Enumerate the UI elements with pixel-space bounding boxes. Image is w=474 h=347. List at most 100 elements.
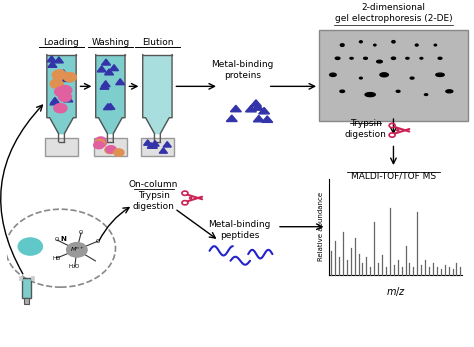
Text: Elution: Elution xyxy=(142,38,173,47)
Polygon shape xyxy=(99,118,122,134)
Polygon shape xyxy=(163,142,171,147)
Circle shape xyxy=(52,70,65,79)
Ellipse shape xyxy=(396,90,400,92)
Ellipse shape xyxy=(436,73,444,76)
Circle shape xyxy=(54,103,67,113)
Circle shape xyxy=(50,79,63,88)
Polygon shape xyxy=(246,105,256,112)
Polygon shape xyxy=(254,116,264,122)
Bar xyxy=(93,137,127,156)
Polygon shape xyxy=(105,69,114,75)
Text: HO: HO xyxy=(53,256,61,261)
Bar xyxy=(22,278,31,298)
Circle shape xyxy=(53,70,66,79)
Text: $M^{n+}$: $M^{n+}$ xyxy=(70,245,84,254)
Ellipse shape xyxy=(364,57,367,59)
Polygon shape xyxy=(159,148,167,153)
Ellipse shape xyxy=(374,44,376,46)
Ellipse shape xyxy=(350,58,353,59)
Circle shape xyxy=(64,73,76,82)
Polygon shape xyxy=(59,70,68,76)
Ellipse shape xyxy=(335,57,340,59)
Polygon shape xyxy=(103,104,112,110)
Polygon shape xyxy=(101,81,110,87)
Polygon shape xyxy=(50,99,59,105)
Ellipse shape xyxy=(340,90,345,92)
Ellipse shape xyxy=(415,44,418,46)
Polygon shape xyxy=(48,61,57,67)
Polygon shape xyxy=(64,96,73,102)
Text: H$_2$O: H$_2$O xyxy=(68,262,81,271)
Circle shape xyxy=(55,87,68,96)
Polygon shape xyxy=(144,140,152,145)
Polygon shape xyxy=(100,83,109,89)
Bar xyxy=(96,55,125,118)
Polygon shape xyxy=(147,143,155,148)
Text: Trypsin
digestion: Trypsin digestion xyxy=(345,119,386,139)
Text: Washing: Washing xyxy=(91,38,129,47)
Bar xyxy=(143,55,172,118)
Ellipse shape xyxy=(424,94,428,95)
Circle shape xyxy=(94,142,104,149)
Polygon shape xyxy=(50,98,59,103)
Text: MALDI-TOF/TOF MS: MALDI-TOF/TOF MS xyxy=(351,171,436,180)
Polygon shape xyxy=(250,100,261,106)
Text: N: N xyxy=(61,236,67,242)
Bar xyxy=(141,137,174,156)
Polygon shape xyxy=(97,66,106,72)
Ellipse shape xyxy=(359,41,362,43)
Ellipse shape xyxy=(410,77,414,79)
Circle shape xyxy=(96,137,106,144)
Text: Metal-binding
proteins: Metal-binding proteins xyxy=(211,60,273,80)
Bar xyxy=(19,276,22,280)
Circle shape xyxy=(67,243,87,257)
Polygon shape xyxy=(146,118,169,134)
Ellipse shape xyxy=(377,60,383,63)
Circle shape xyxy=(190,197,191,199)
Text: Relative abundance: Relative abundance xyxy=(318,192,324,261)
Polygon shape xyxy=(262,116,273,122)
Ellipse shape xyxy=(392,57,396,59)
Ellipse shape xyxy=(420,58,423,59)
Bar xyxy=(45,137,78,156)
Circle shape xyxy=(96,139,106,147)
Text: $m/z$: $m/z$ xyxy=(386,285,406,298)
Polygon shape xyxy=(109,65,118,71)
Circle shape xyxy=(114,149,124,156)
Polygon shape xyxy=(106,103,115,109)
Text: 2-dimensional
gel electrophoresis (2-DE): 2-dimensional gel electrophoresis (2-DE) xyxy=(335,3,452,23)
Polygon shape xyxy=(149,143,157,148)
Ellipse shape xyxy=(392,41,395,43)
Polygon shape xyxy=(226,115,237,121)
Polygon shape xyxy=(253,104,264,110)
Ellipse shape xyxy=(330,73,336,76)
Ellipse shape xyxy=(434,44,437,46)
Ellipse shape xyxy=(380,73,388,77)
Polygon shape xyxy=(50,118,73,134)
Bar xyxy=(319,30,468,121)
Text: O: O xyxy=(55,237,59,243)
Text: Loading: Loading xyxy=(44,38,79,47)
Circle shape xyxy=(106,146,116,153)
Polygon shape xyxy=(116,79,125,85)
Polygon shape xyxy=(62,76,71,82)
Text: On-column
Trypsin
digestion: On-column Trypsin digestion xyxy=(129,180,178,211)
Polygon shape xyxy=(230,105,241,112)
Ellipse shape xyxy=(438,57,442,59)
Ellipse shape xyxy=(359,77,362,79)
Ellipse shape xyxy=(446,90,453,93)
Polygon shape xyxy=(55,57,64,63)
Ellipse shape xyxy=(406,58,409,59)
Circle shape xyxy=(95,139,105,147)
Polygon shape xyxy=(101,59,110,65)
Circle shape xyxy=(58,92,72,102)
Circle shape xyxy=(18,238,42,255)
Circle shape xyxy=(59,86,72,95)
Text: O: O xyxy=(96,239,100,244)
Text: Metal-binding
peptides: Metal-binding peptides xyxy=(209,220,271,240)
Polygon shape xyxy=(47,56,56,62)
Circle shape xyxy=(105,146,115,154)
Polygon shape xyxy=(259,108,270,114)
Ellipse shape xyxy=(365,93,375,96)
Ellipse shape xyxy=(340,44,344,46)
